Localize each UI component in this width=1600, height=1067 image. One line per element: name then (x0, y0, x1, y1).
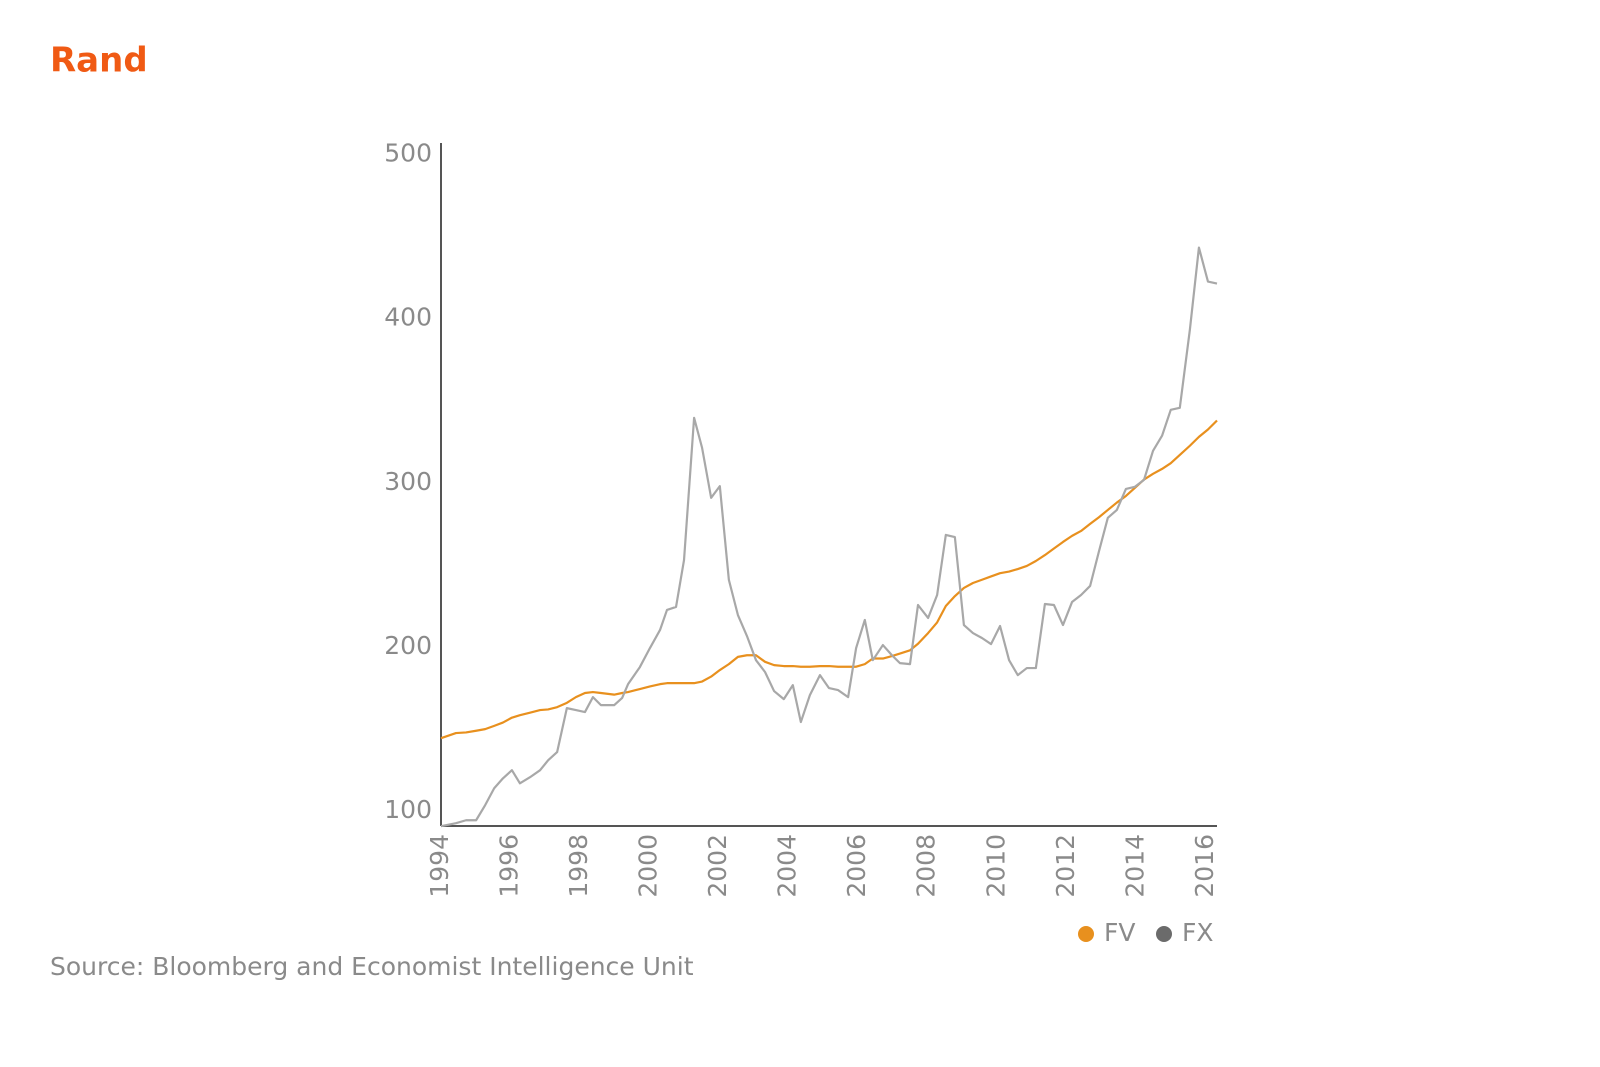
x-tick-label: 2014 (1120, 834, 1149, 898)
x-tick-label: 2008 (912, 834, 941, 898)
y-tick-label: 100 (384, 795, 432, 824)
legend-label: FV (1104, 918, 1135, 947)
x-tick-label: 1994 (425, 834, 454, 898)
legend-marker (1156, 926, 1172, 942)
x-tick-label: 2016 (1190, 834, 1219, 898)
y-tick-label: 200 (384, 631, 432, 660)
x-tick-label: 2012 (1051, 834, 1080, 898)
source-note: Source: Bloomberg and Economist Intellig… (50, 952, 694, 981)
series-line (440, 419, 1218, 740)
x-tick-label: 2000 (634, 834, 663, 898)
x-tick-label: 1998 (564, 834, 593, 898)
y-tick-label: 500 (384, 138, 432, 167)
x-tick-label: 2004 (773, 834, 802, 898)
legend-marker (1078, 926, 1094, 942)
legend-label: FX (1182, 918, 1214, 947)
series-line (440, 246, 1218, 828)
x-tick-label: 1996 (495, 834, 524, 898)
y-tick-label: 400 (384, 303, 432, 332)
x-tick-label: 2006 (842, 834, 871, 898)
chart-title: Rand (50, 41, 148, 81)
x-tick-label: 2002 (703, 834, 732, 898)
x-tick-label: 2010 (981, 834, 1010, 898)
y-tick-label: 300 (384, 467, 432, 496)
